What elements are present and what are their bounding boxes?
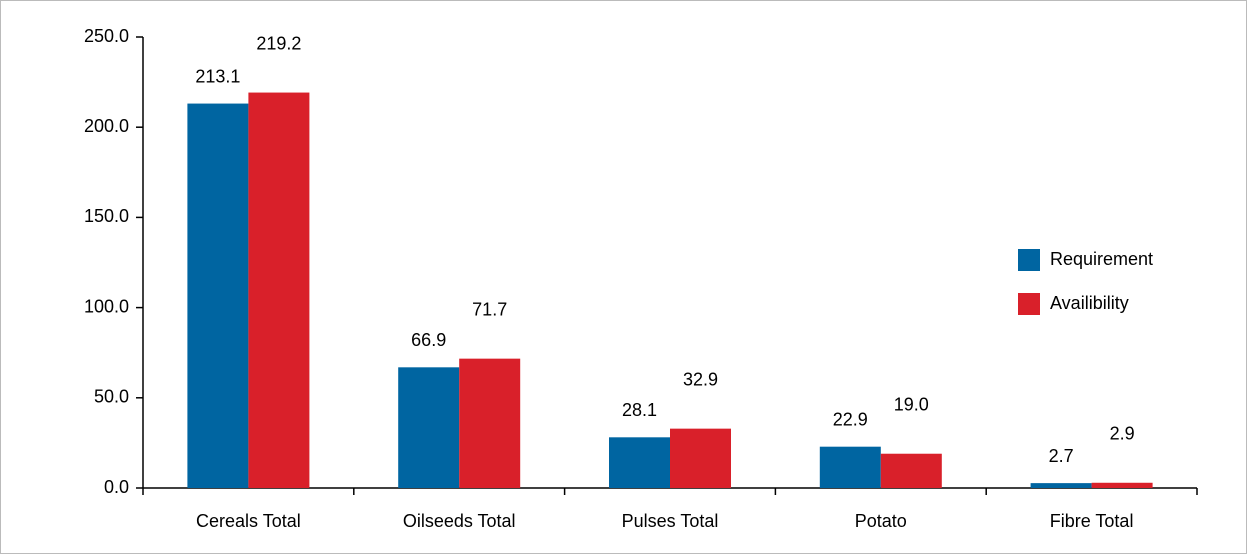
- x-tick-label: Oilseeds Total: [403, 511, 516, 531]
- y-tick-label: 250.0: [84, 26, 129, 46]
- legend-swatch: [1018, 293, 1040, 315]
- value-label: 219.2: [256, 33, 301, 53]
- value-label: 66.9: [411, 330, 446, 350]
- x-tick-label: Pulses Total: [622, 511, 719, 531]
- bar: [459, 358, 521, 488]
- bar: [880, 453, 942, 488]
- value-label: 22.9: [833, 409, 868, 429]
- y-tick-label: 0.0: [104, 477, 129, 497]
- y-tick-label: 50.0: [94, 387, 129, 407]
- value-label: 32.9: [683, 369, 718, 389]
- x-tick-label: Potato: [855, 511, 907, 531]
- value-label: 19.0: [894, 394, 929, 414]
- value-label: 2.7: [1049, 446, 1074, 466]
- legend-swatch: [1018, 249, 1040, 271]
- y-tick-label: 200.0: [84, 116, 129, 136]
- bar: [609, 437, 670, 488]
- bar: [248, 92, 310, 488]
- value-label: 28.1: [622, 400, 657, 420]
- bar: [1091, 482, 1153, 488]
- bar: [670, 428, 731, 488]
- value-label: 71.7: [472, 299, 507, 319]
- x-tick-label: Fibre Total: [1050, 511, 1134, 531]
- legend-label: Availibility: [1050, 293, 1129, 313]
- bar: [187, 103, 249, 488]
- bar: [398, 367, 460, 488]
- value-label: 213.1: [195, 66, 240, 86]
- bar: [1030, 483, 1092, 488]
- y-tick-label: 100.0: [84, 296, 129, 316]
- y-tick-label: 150.0: [84, 206, 129, 226]
- legend-label: Requirement: [1050, 249, 1153, 269]
- x-tick-label: Cereals Total: [196, 511, 301, 531]
- value-label: 2.9: [1110, 424, 1135, 444]
- bar: [819, 446, 881, 488]
